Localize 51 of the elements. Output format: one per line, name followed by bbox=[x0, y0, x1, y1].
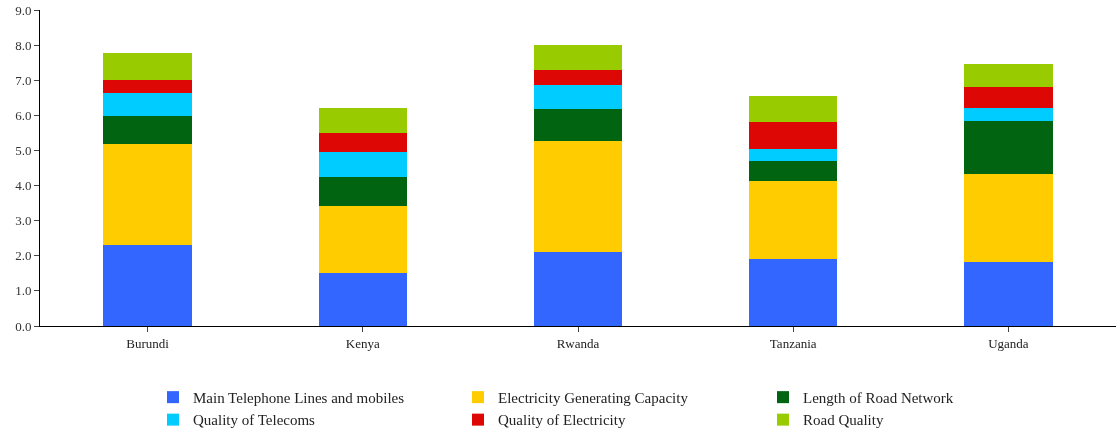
bar bbox=[533, 140, 623, 253]
bar bbox=[749, 181, 838, 260]
x-tick-label: Kenya bbox=[345, 335, 380, 351]
bar bbox=[964, 262, 1053, 326]
bar bbox=[964, 107, 1053, 121]
legend-label: Road Quality bbox=[802, 412, 884, 429]
y-tick-label: 0.0 bbox=[15, 318, 32, 334]
y-tick-label: 3.0 bbox=[15, 213, 32, 229]
bar bbox=[964, 173, 1053, 263]
bar bbox=[103, 53, 192, 81]
legend-label: Main Telephone Lines and mobiles bbox=[192, 389, 405, 406]
bar bbox=[533, 109, 623, 141]
y-tick-label: 1.0 bbox=[15, 283, 32, 299]
bar bbox=[749, 259, 838, 326]
y-tick-label: 9.0 bbox=[15, 2, 32, 18]
y-tick-label: 2.0 bbox=[15, 248, 32, 264]
bar bbox=[533, 84, 623, 110]
bar bbox=[318, 273, 407, 326]
bar bbox=[749, 160, 838, 182]
x-tick-label: Tanzania bbox=[769, 335, 817, 351]
bar bbox=[533, 44, 623, 71]
y-tick-label: 8.0 bbox=[15, 37, 32, 53]
legend-label: Length of Road Network bbox=[802, 389, 954, 406]
bar bbox=[533, 252, 623, 326]
y-tick-label: 6.0 bbox=[15, 107, 32, 123]
bar bbox=[103, 116, 192, 144]
bar bbox=[318, 152, 407, 178]
bar bbox=[964, 120, 1053, 174]
bar bbox=[318, 132, 407, 153]
bar bbox=[749, 122, 838, 150]
bar bbox=[103, 80, 192, 94]
bar bbox=[749, 149, 838, 161]
bar bbox=[318, 177, 407, 206]
legend-label: Quality of Telecoms bbox=[192, 412, 316, 429]
bar bbox=[318, 107, 407, 133]
y-tick-label: 4.0 bbox=[15, 178, 32, 194]
y-tick-label: 7.0 bbox=[15, 72, 32, 88]
legend-label: Electricity Generating Capacity bbox=[497, 389, 689, 406]
bar bbox=[964, 87, 1053, 108]
bar bbox=[103, 244, 192, 326]
bar bbox=[103, 143, 192, 245]
bar bbox=[318, 205, 407, 274]
bar bbox=[749, 96, 838, 123]
bar bbox=[103, 93, 192, 117]
bar bbox=[533, 70, 623, 85]
x-tick-label: Burundi bbox=[126, 335, 170, 351]
x-tick-label: Rwanda bbox=[556, 335, 600, 351]
x-tick-label: Uganda bbox=[988, 335, 1029, 351]
bar bbox=[964, 64, 1053, 88]
y-tick-label: 5.0 bbox=[15, 142, 32, 158]
legend-label: Quality of Electricity bbox=[497, 412, 626, 429]
